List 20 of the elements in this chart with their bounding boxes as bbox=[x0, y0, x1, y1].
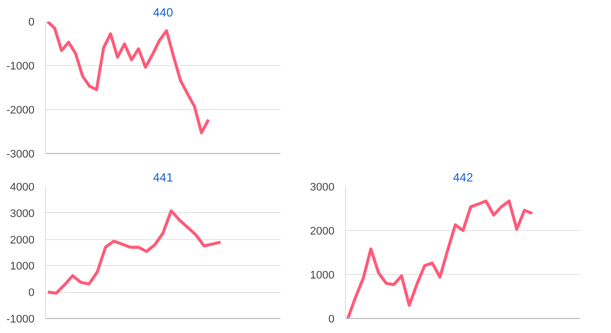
y-tick-label: 0 bbox=[28, 16, 35, 28]
chart-title: 442 bbox=[452, 170, 474, 184]
line-series bbox=[46, 209, 222, 295]
y-tick-label: -2000 bbox=[6, 104, 35, 116]
y-tick-label: 3000 bbox=[310, 182, 335, 194]
y-tick-label: 4000 bbox=[10, 182, 35, 194]
y-tick-label: 3000 bbox=[10, 208, 35, 220]
y-tick-label: 1000 bbox=[310, 270, 335, 282]
y-tick-label: -3000 bbox=[6, 148, 35, 160]
y-tick-label: -1000 bbox=[6, 60, 35, 72]
y-tick-label: 0 bbox=[28, 287, 35, 300]
chart-title: 441 bbox=[152, 170, 174, 184]
line-series bbox=[346, 200, 534, 318]
y-tick-label: 2000 bbox=[10, 234, 35, 246]
chart-title: 440 bbox=[152, 6, 174, 20]
y-tick-label: -1000 bbox=[6, 314, 35, 326]
line-series bbox=[46, 22, 210, 134]
y-tick-label: 2000 bbox=[310, 226, 335, 238]
y-tick-label: 0 bbox=[328, 314, 335, 326]
y-tick-label: 1000 bbox=[10, 260, 35, 273]
